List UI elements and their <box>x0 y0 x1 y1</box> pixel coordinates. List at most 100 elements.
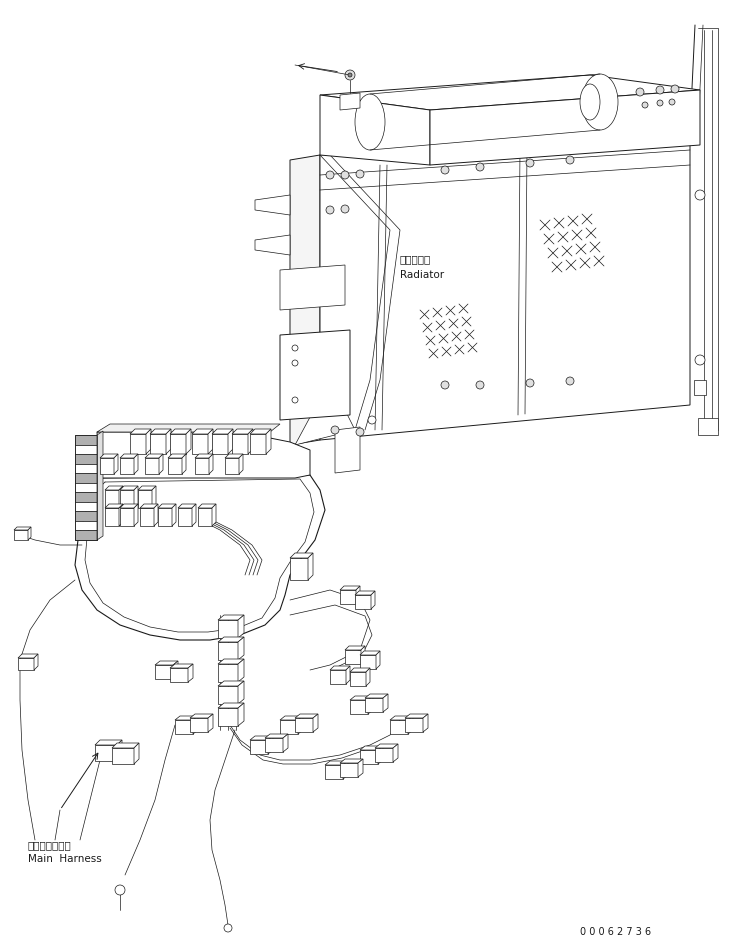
Polygon shape <box>95 740 122 745</box>
Polygon shape <box>75 445 97 454</box>
Polygon shape <box>295 718 313 732</box>
Polygon shape <box>212 504 216 526</box>
Circle shape <box>476 163 484 171</box>
Polygon shape <box>190 718 208 732</box>
Polygon shape <box>75 454 97 464</box>
Polygon shape <box>393 744 398 762</box>
Circle shape <box>441 166 449 174</box>
Polygon shape <box>120 504 138 508</box>
Polygon shape <box>218 681 244 686</box>
Polygon shape <box>192 504 196 526</box>
Polygon shape <box>218 664 238 682</box>
Circle shape <box>356 170 364 178</box>
Polygon shape <box>158 504 176 508</box>
Polygon shape <box>375 744 398 748</box>
Circle shape <box>348 73 352 77</box>
Polygon shape <box>170 668 188 682</box>
Polygon shape <box>34 654 38 670</box>
Polygon shape <box>268 736 273 754</box>
Circle shape <box>656 86 664 94</box>
Polygon shape <box>198 508 212 526</box>
Polygon shape <box>265 734 288 738</box>
Circle shape <box>566 156 574 164</box>
Polygon shape <box>313 714 318 732</box>
Polygon shape <box>225 458 239 474</box>
Polygon shape <box>75 483 97 492</box>
Polygon shape <box>358 759 363 777</box>
Polygon shape <box>105 486 123 490</box>
Polygon shape <box>290 558 308 580</box>
Text: 0 0 0 6 2 7 3 6: 0 0 0 6 2 7 3 6 <box>580 927 651 937</box>
Polygon shape <box>368 696 373 714</box>
Polygon shape <box>390 716 413 720</box>
Bar <box>75 435 97 540</box>
Polygon shape <box>376 651 380 669</box>
Polygon shape <box>134 504 138 526</box>
Polygon shape <box>209 454 213 474</box>
Polygon shape <box>112 743 139 748</box>
Polygon shape <box>175 720 193 734</box>
Text: Main  Harness: Main Harness <box>28 854 102 864</box>
Polygon shape <box>250 736 273 740</box>
Polygon shape <box>330 666 350 670</box>
Polygon shape <box>14 530 28 540</box>
Polygon shape <box>250 429 271 434</box>
Polygon shape <box>375 748 393 762</box>
Polygon shape <box>105 504 123 508</box>
Polygon shape <box>112 748 134 764</box>
Polygon shape <box>366 668 370 686</box>
Polygon shape <box>350 672 366 686</box>
Polygon shape <box>330 670 346 684</box>
Polygon shape <box>232 429 253 434</box>
Polygon shape <box>155 661 178 665</box>
Polygon shape <box>340 590 356 604</box>
Polygon shape <box>340 759 363 763</box>
Polygon shape <box>97 431 103 540</box>
Polygon shape <box>238 703 244 726</box>
Polygon shape <box>218 686 238 704</box>
Polygon shape <box>140 504 158 508</box>
Polygon shape <box>14 527 31 530</box>
Polygon shape <box>238 681 244 704</box>
Polygon shape <box>170 434 186 454</box>
Polygon shape <box>95 745 117 761</box>
Polygon shape <box>75 492 97 501</box>
Polygon shape <box>228 429 233 454</box>
Polygon shape <box>383 694 388 712</box>
Polygon shape <box>150 434 166 454</box>
Polygon shape <box>350 696 373 700</box>
Polygon shape <box>225 454 243 458</box>
Polygon shape <box>119 504 123 526</box>
Polygon shape <box>100 458 114 474</box>
Polygon shape <box>238 615 244 638</box>
Polygon shape <box>345 650 361 664</box>
Polygon shape <box>130 434 146 454</box>
Circle shape <box>115 885 125 895</box>
Circle shape <box>526 159 534 167</box>
Polygon shape <box>134 743 139 764</box>
Polygon shape <box>250 434 266 454</box>
Polygon shape <box>208 714 213 732</box>
Polygon shape <box>150 429 171 434</box>
Polygon shape <box>195 454 213 458</box>
Ellipse shape <box>580 84 600 120</box>
Polygon shape <box>170 664 193 668</box>
Polygon shape <box>405 714 428 718</box>
Polygon shape <box>175 716 198 720</box>
Polygon shape <box>343 761 348 779</box>
Polygon shape <box>168 454 186 458</box>
Polygon shape <box>325 765 343 779</box>
Polygon shape <box>295 380 355 445</box>
Polygon shape <box>218 642 238 660</box>
Circle shape <box>356 428 364 436</box>
Polygon shape <box>75 473 97 483</box>
Polygon shape <box>280 330 350 420</box>
Polygon shape <box>75 475 325 640</box>
Polygon shape <box>168 458 182 474</box>
Polygon shape <box>138 486 156 490</box>
Polygon shape <box>218 615 244 620</box>
Polygon shape <box>346 666 350 684</box>
Polygon shape <box>178 508 192 526</box>
Circle shape <box>326 206 334 214</box>
Polygon shape <box>378 746 383 764</box>
